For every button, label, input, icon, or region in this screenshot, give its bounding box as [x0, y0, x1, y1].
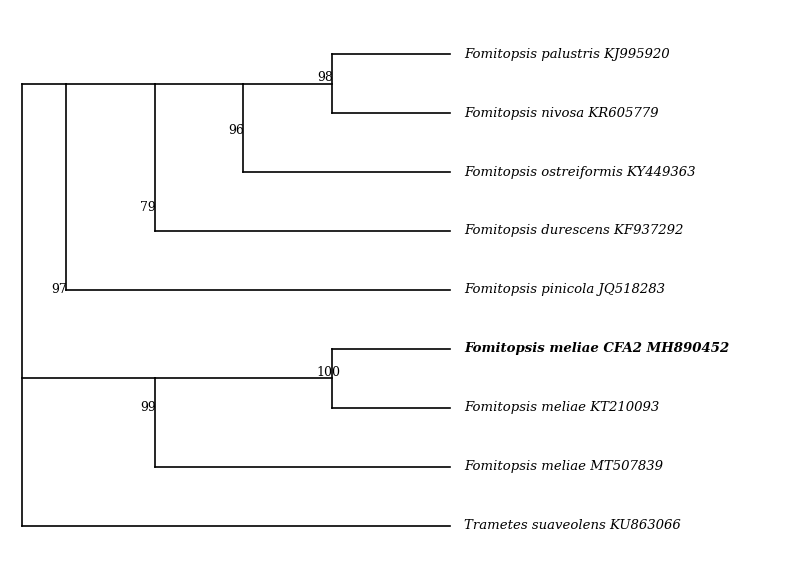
Text: Fomitopsis palustris KJ995920: Fomitopsis palustris KJ995920 — [465, 48, 670, 61]
Text: Fomitopsis durescens KF937292: Fomitopsis durescens KF937292 — [465, 224, 684, 238]
Text: 96: 96 — [228, 124, 244, 137]
Text: 98: 98 — [317, 71, 333, 84]
Text: 99: 99 — [140, 401, 155, 414]
Text: 79: 79 — [140, 201, 155, 214]
Text: 100: 100 — [317, 366, 341, 379]
Text: Fomitopsis pinicola JQ518283: Fomitopsis pinicola JQ518283 — [465, 284, 666, 296]
Text: Fomitopsis meliae MT507839: Fomitopsis meliae MT507839 — [465, 460, 663, 474]
Text: Fomitopsis ostreiformis KY449363: Fomitopsis ostreiformis KY449363 — [465, 165, 696, 179]
Text: 97: 97 — [51, 284, 67, 296]
Text: Fomitopsis meliae KT210093: Fomitopsis meliae KT210093 — [465, 401, 660, 414]
Text: Trametes suaveolens KU863066: Trametes suaveolens KU863066 — [465, 519, 681, 532]
Text: Fomitopsis meliae CFA2 MH890452: Fomitopsis meliae CFA2 MH890452 — [465, 343, 730, 355]
Text: Fomitopsis nivosa KR605779: Fomitopsis nivosa KR605779 — [465, 107, 659, 119]
